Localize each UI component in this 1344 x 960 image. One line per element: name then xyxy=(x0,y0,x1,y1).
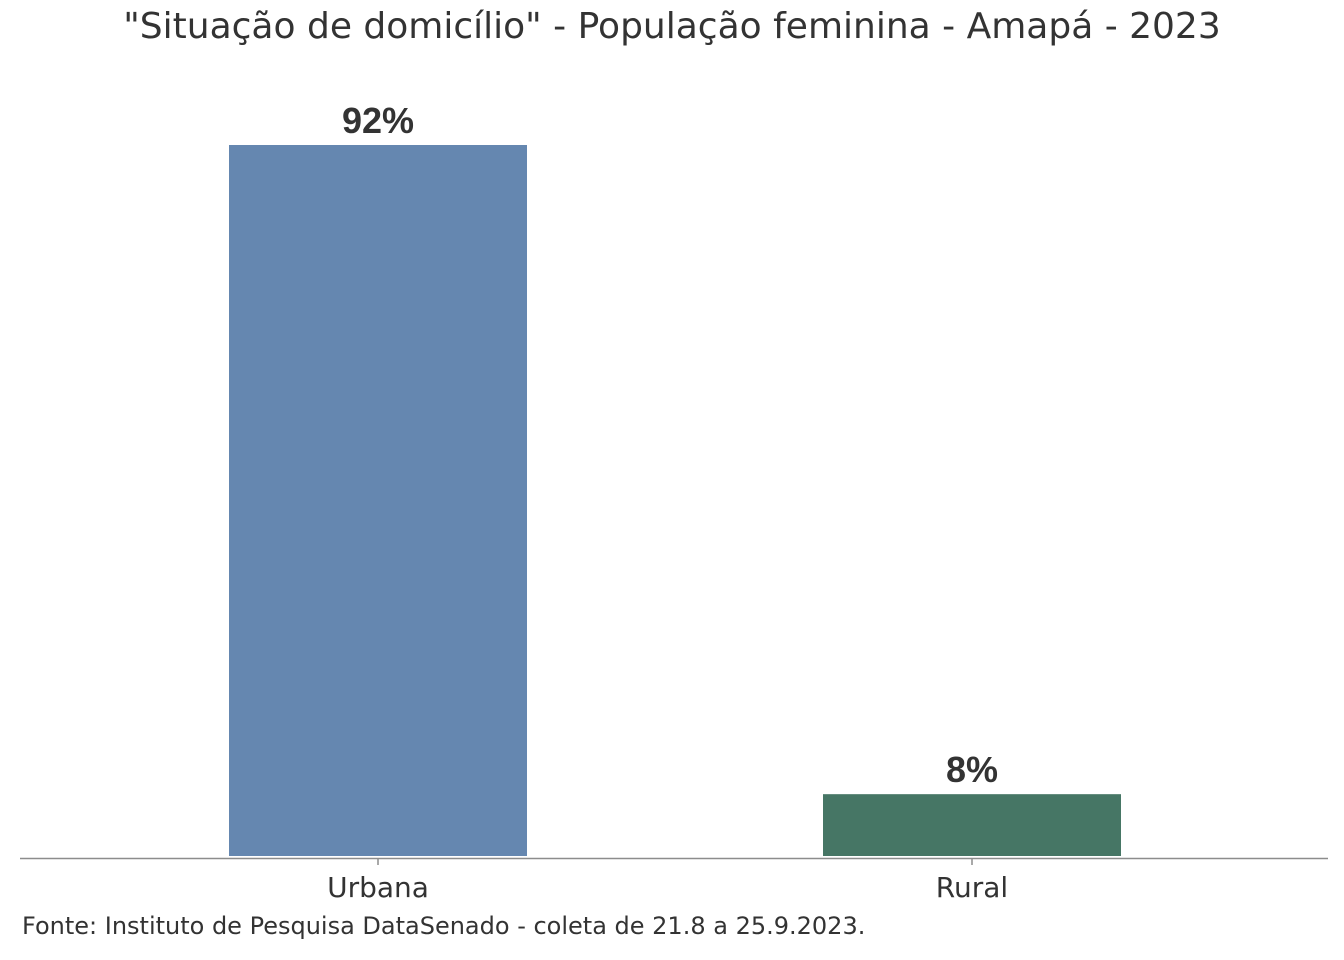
bars-layer: 92% 8% xyxy=(229,100,1121,856)
x-tick-label-rural: Rural xyxy=(936,871,1008,904)
data-label-urbana: 92% xyxy=(342,100,414,141)
ticks-layer: Urbana Rural xyxy=(327,858,1008,904)
chart-title: "Situação de domicílio" - População femi… xyxy=(123,6,1221,47)
data-label-rural: 8% xyxy=(946,749,998,790)
bar-rural xyxy=(823,794,1121,856)
x-tick-label-urbana: Urbana xyxy=(327,871,429,904)
bar-urbana xyxy=(229,145,527,856)
source-note: Fonte: Instituto de Pesquisa DataSenado … xyxy=(22,912,866,940)
